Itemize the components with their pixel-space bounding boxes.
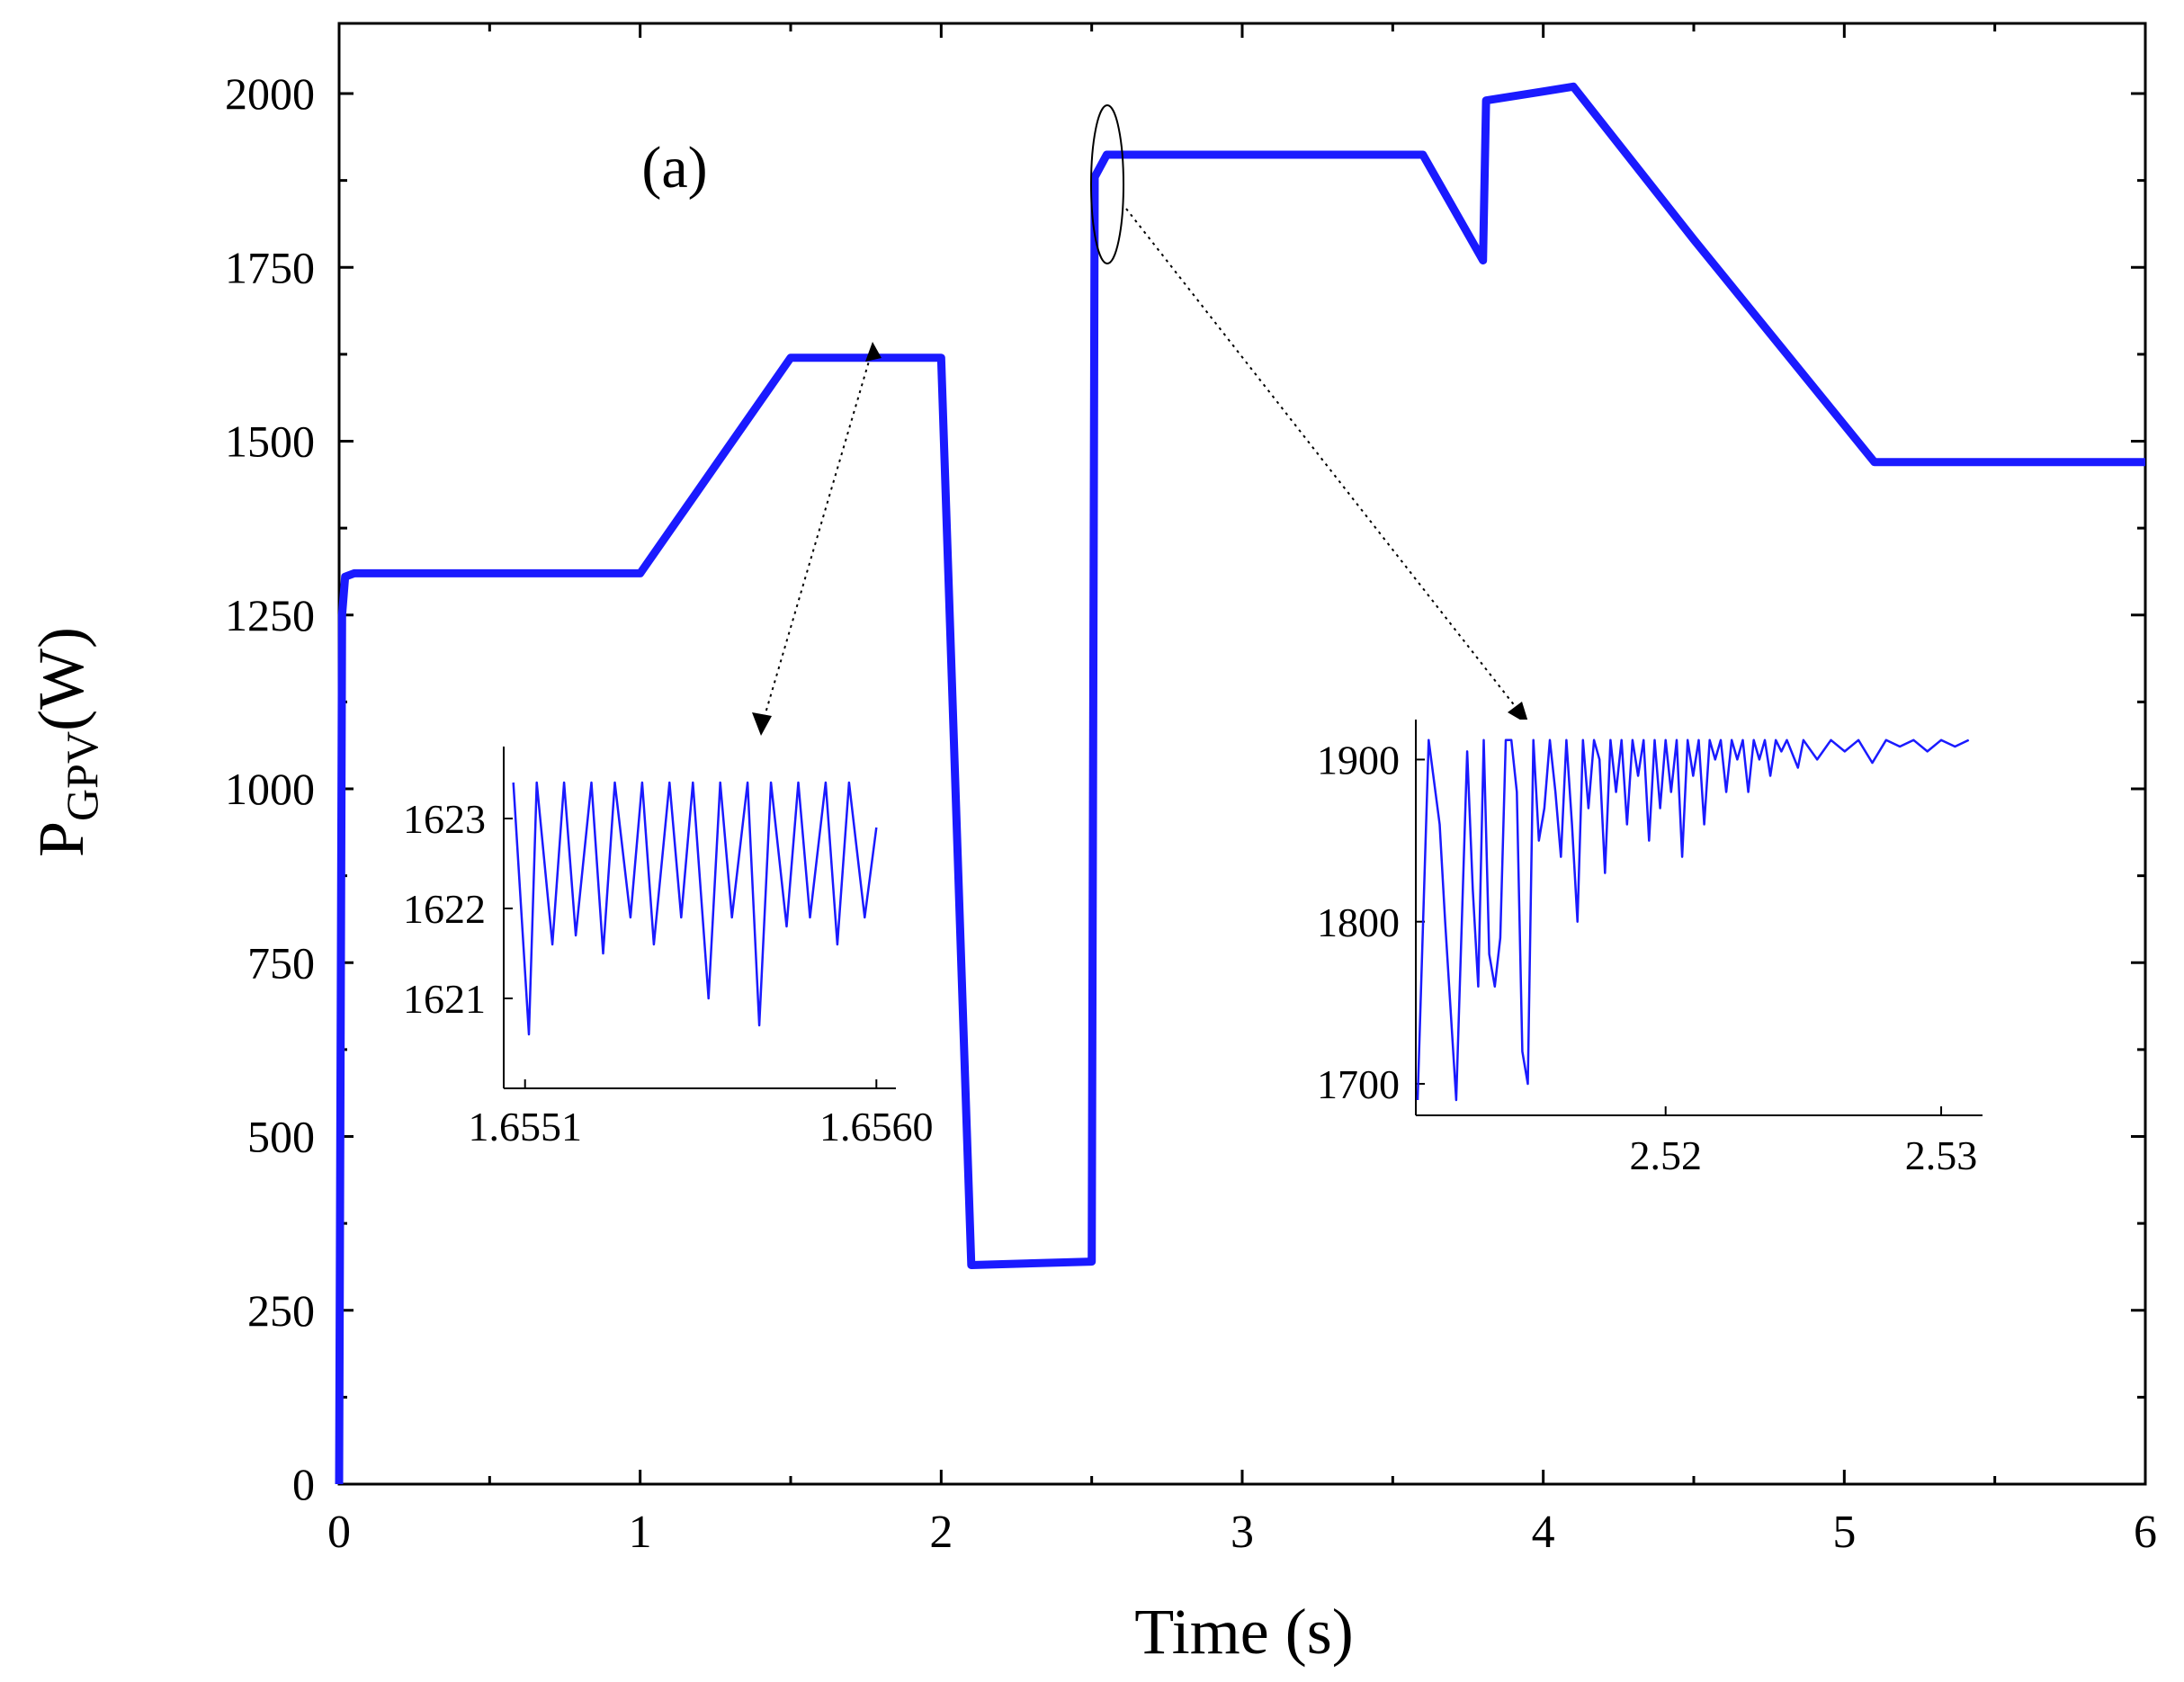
x-tick-label: 0 <box>327 1507 351 1558</box>
inset-right-tick-labels: 2.52 2.53 1700 1800 1900 <box>1317 738 1977 1178</box>
inset-left-tick-labels: 1.6551 1.6560 1621 1622 1623 <box>403 796 934 1150</box>
x-tick-label: 4 <box>1532 1507 1555 1558</box>
y-axis-title-subscript: GPV <box>57 731 107 821</box>
x-tick-label: 3 <box>1231 1507 1254 1558</box>
inset-right-x-tick-label: 2.52 <box>1629 1132 1702 1178</box>
inset-right-y-tick-label: 1800 <box>1317 899 1400 945</box>
panel-label: (a) <box>641 135 707 201</box>
zoom-arrow-tail-left <box>865 342 882 362</box>
x-tick-label: 2 <box>929 1507 953 1558</box>
y-axis-title-main: P <box>25 821 97 857</box>
inset-left-x-tick-label: 1.6560 <box>819 1104 934 1150</box>
inset-left-series-group <box>512 781 878 1036</box>
x-tick-label: 6 <box>2134 1507 2157 1558</box>
main-tick-labels: 0 1 2 3 4 5 6 0 250 500 750 1000 1250 1500 1750 2000 <box>225 68 2157 1558</box>
y-tick-label: 250 <box>247 1285 315 1336</box>
x-tick-label: 5 <box>1832 1507 1856 1558</box>
zoom-arrow-left <box>760 348 873 729</box>
inset-left-background <box>504 747 896 1088</box>
inset-left-y-tick-label: 1622 <box>403 886 486 932</box>
x-axis-title: Time (s) <box>1134 1596 1353 1668</box>
zoom-arrowhead-left <box>752 712 772 736</box>
inset-left-y-tick-label: 1623 <box>403 796 486 842</box>
zoom-arrowhead-right <box>1508 702 1529 725</box>
inset-right-x-tick-label: 2.53 <box>1905 1132 1978 1178</box>
inset-right-background <box>1416 720 1983 1115</box>
inset-left-chart: 1.6551 1.6560 1621 1622 1623 <box>403 747 934 1150</box>
y-tick-label: 500 <box>247 1112 315 1162</box>
y-tick-label: 1000 <box>225 764 315 814</box>
y-tick-label: 1750 <box>225 242 315 292</box>
inset-left-series-line-0 <box>512 781 878 1036</box>
main-series-group <box>335 82 2145 1485</box>
y-tick-label: 0 <box>292 1459 315 1509</box>
y-tick-label: 1500 <box>225 416 315 467</box>
inset-left-y-tick-label: 1621 <box>403 976 486 1022</box>
zoom-arrow-right <box>1125 208 1523 716</box>
inset-left-x-tick-label: 1.6551 <box>468 1104 582 1150</box>
zoom-region-ellipse <box>1090 104 1124 264</box>
y-axis-title-unit: (W) <box>25 627 97 731</box>
inset-right-y-tick-label: 1700 <box>1317 1061 1400 1107</box>
y-tick-label: 1250 <box>225 590 315 640</box>
y-tick-label: 750 <box>247 937 315 988</box>
x-tick-label: 1 <box>629 1507 652 1558</box>
inset-right-chart: 2.52 2.53 1700 1800 1900 <box>1317 720 1983 1178</box>
inset-left-ticks <box>504 818 878 1088</box>
main-series-line-0 <box>335 82 2145 1485</box>
inset-right-series-line-0 <box>1416 738 1970 1102</box>
inset-right-y-tick-label: 1900 <box>1317 738 1400 783</box>
inset-right-series-group <box>1416 738 1970 1102</box>
y-tick-label: 2000 <box>225 68 315 119</box>
y-axis-title: PGPV(W) <box>25 627 107 857</box>
